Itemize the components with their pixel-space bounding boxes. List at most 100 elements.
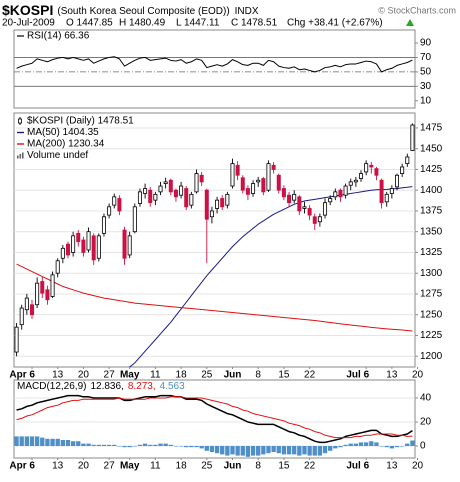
y-tick-label: 90 (420, 38, 432, 49)
histogram-bar (106, 444, 112, 446)
histogram-bar (240, 446, 245, 456)
histogram-bar (137, 444, 143, 446)
y-tick-label: 1325 (420, 247, 443, 258)
histogram-bar (122, 446, 127, 448)
y-tick-label: 50 (420, 67, 432, 78)
candle-body (14, 326, 19, 353)
candle-body (209, 210, 214, 218)
candle-body (307, 208, 312, 216)
legend-label: $KOSPI (Daily) 1478.51 (27, 116, 134, 127)
histogram-bar (353, 443, 359, 446)
legend-swatch (18, 118, 22, 124)
y-tick-label: 1200 (420, 351, 443, 362)
moving-average (16, 263, 413, 332)
x-tick-label: Apr 6 (9, 461, 35, 472)
x-tick-label: May (120, 370, 140, 381)
legend-label: 12.836, (90, 381, 123, 392)
histogram-bar (209, 446, 215, 452)
histogram-bar (50, 438, 55, 446)
y-tick-label: 20 (420, 417, 432, 428)
candle-body (91, 235, 96, 261)
quote-open: O 1447.85 (66, 18, 113, 29)
histogram-bar (101, 444, 107, 446)
x-tick-label: 8 (255, 461, 261, 472)
candle-body (338, 189, 343, 198)
histogram-bar (410, 440, 415, 446)
histogram-bar (230, 446, 235, 455)
x-tick-label: 25 (201, 370, 213, 381)
y-tick-label: 70 (420, 52, 432, 63)
histogram-bar (358, 442, 364, 446)
candle-body (29, 304, 34, 316)
up-arrow (406, 19, 414, 26)
candle-body (235, 164, 240, 176)
y-tick-label: 1375 (420, 206, 443, 217)
candle-body (204, 189, 209, 220)
candle-body (276, 174, 281, 191)
candle-body (225, 193, 230, 206)
legend-label: 4.563 (160, 381, 185, 392)
candle-body (405, 156, 410, 165)
candle-body (101, 216, 106, 234)
plot-area (14, 123, 415, 367)
panel-frame (13, 379, 416, 459)
histogram-bar (142, 443, 148, 446)
histogram-bar (250, 446, 256, 456)
candle-body (400, 166, 405, 174)
candle-body (189, 193, 194, 206)
x-tick-label: 25 (201, 461, 213, 472)
legend-label: MA(200) 1230.34 (27, 139, 105, 150)
x-tick-label: 18 (176, 370, 188, 381)
x-tick-label: 20 (412, 461, 424, 472)
candle-body (35, 282, 40, 306)
candle-body (271, 164, 276, 170)
x-tick-label: May (120, 461, 140, 472)
quote-date: 20-Jul-2009 (2, 18, 55, 29)
description: (South Korea Seoul Composite (EOD)) (57, 6, 229, 17)
histogram-bar (14, 436, 19, 446)
x-tick-label: 8 (255, 370, 261, 381)
legend-label: MA(50) 1404.35 (27, 127, 99, 138)
copyright: © StockCharts.com (378, 5, 456, 15)
histogram-bar (405, 443, 410, 446)
candle-body (364, 163, 369, 173)
histogram-bar (369, 441, 374, 446)
histogram-bar (40, 437, 45, 446)
histogram-bar (112, 444, 117, 446)
histogram-bar (266, 446, 271, 454)
quote-close: C 1478.51 (231, 18, 278, 29)
histogram-bar (19, 436, 24, 446)
histogram-bar (214, 446, 220, 454)
histogram-bar (364, 442, 369, 446)
x-tick-label: Jun (224, 461, 242, 472)
candle-body (240, 177, 245, 191)
histogram-bar (158, 443, 163, 446)
histogram-bar (189, 446, 194, 448)
candle-body (179, 185, 184, 196)
candle-body (245, 188, 250, 195)
histogram-bar (194, 446, 199, 448)
histogram-bar (148, 444, 153, 446)
legend-swatch (22, 152, 24, 159)
candle-body (148, 189, 153, 204)
histogram-bar (389, 446, 395, 449)
candle-body (281, 188, 286, 198)
candle-body (348, 181, 353, 186)
histogram-bar (76, 441, 81, 446)
x-tick-label: 13 (386, 370, 398, 381)
histogram-bar (173, 446, 179, 447)
histogram-bar (199, 446, 204, 449)
histogram-bar (81, 443, 86, 446)
macd-line (16, 396, 413, 439)
histogram-bar (225, 446, 230, 456)
candle-body (168, 179, 173, 193)
histogram-bar (297, 446, 302, 456)
candle-body (369, 164, 374, 168)
candle-body (302, 206, 307, 209)
candle-body (184, 188, 189, 208)
y-tick-label: 40 (420, 393, 432, 404)
histogram-bar (286, 446, 292, 455)
candle-body (55, 260, 60, 274)
histogram-bar (338, 446, 343, 448)
candle-body (107, 206, 112, 216)
